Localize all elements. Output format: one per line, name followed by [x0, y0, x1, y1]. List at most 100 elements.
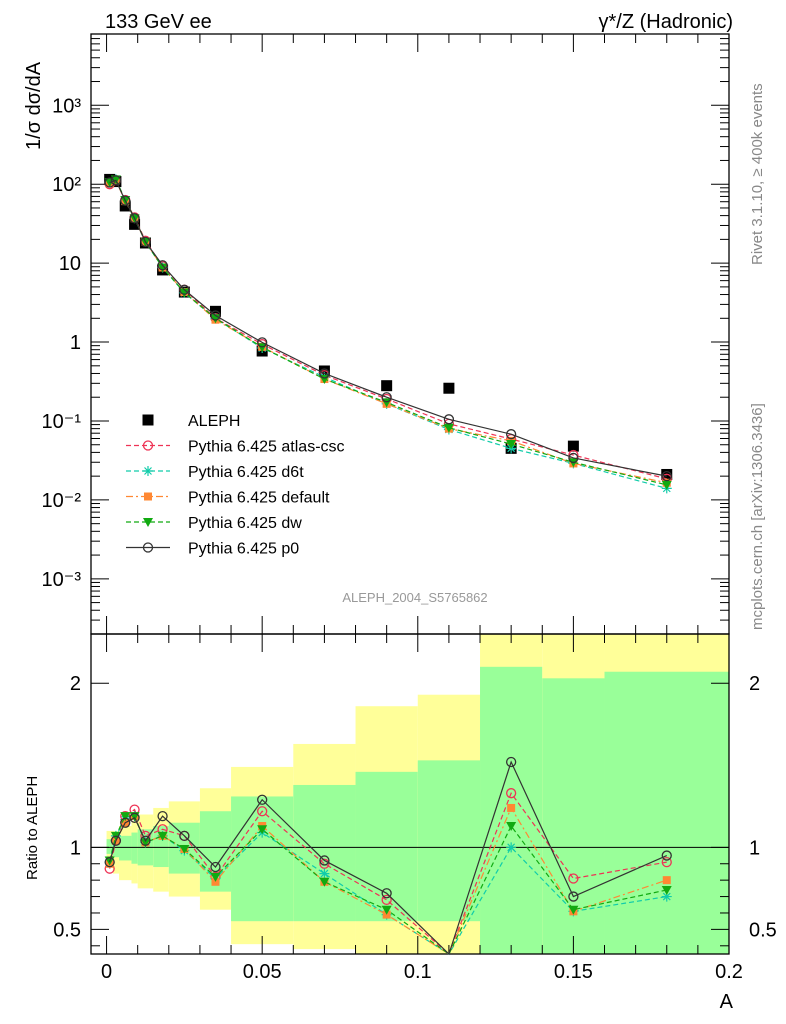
- marker-triangle: [120, 812, 131, 822]
- y-tick-label-main: 10⁻³: [42, 569, 82, 591]
- ratio-line-p0: [109, 760, 667, 956]
- marker-circle: [104, 856, 115, 868]
- ratio-point-p0: [257, 794, 268, 805]
- y-tick-label-main: 10³: [52, 95, 81, 117]
- marker-triangle: [179, 844, 190, 854]
- marker-circle: [140, 835, 151, 846]
- ratio-point-dw: [179, 844, 190, 854]
- marker-circle: [210, 310, 221, 321]
- ratio-point-p0: [505, 756, 517, 768]
- legend-label: Pythia 6.425 p0: [188, 541, 299, 558]
- x-tick-label: 0.2: [715, 961, 743, 983]
- x-tick-label: 0.1: [404, 961, 432, 983]
- marker-circle: [568, 891, 579, 902]
- marker-circle: [568, 452, 579, 464]
- ratio-point-p0: [110, 835, 122, 846]
- marker-circle: [568, 873, 579, 884]
- marker-circle: [157, 260, 168, 271]
- legend-label: Pythia 6.425 default: [188, 490, 330, 507]
- ratio-point-dw: [568, 905, 579, 915]
- marker-square: [507, 803, 516, 812]
- ratio-point-dw: [661, 886, 672, 895]
- analysis-label: ALEPH_2004_S5765862: [342, 590, 487, 605]
- inner-band-bin: [231, 796, 294, 922]
- inner-band-bin: [112, 839, 120, 858]
- marker-square: [381, 380, 393, 392]
- data-point-aleph: [119, 200, 131, 212]
- legend-entry-p0: Pythia 6.425 p0: [126, 541, 299, 558]
- marker-circle: [381, 888, 392, 899]
- marker-circle: [257, 794, 268, 805]
- inner-band-bin: [131, 832, 138, 864]
- ratio-plot-series: [104, 756, 672, 956]
- ratio-point-atlas_csc: [568, 873, 579, 884]
- legend-marker: [144, 492, 152, 501]
- marker-circle: [104, 177, 115, 188]
- series-p0: [104, 175, 672, 482]
- marker-triangle: [506, 440, 517, 450]
- y-tick-label-main: 10: [59, 253, 81, 275]
- inner-band-bin: [417, 760, 481, 922]
- legend-entry-atlas_csc: Pythia 6.425 atlas-csc: [126, 439, 345, 456]
- y-tick-label-ratio-right: 1: [749, 837, 760, 859]
- marker-triangle: [319, 877, 330, 887]
- legend-marker: [142, 414, 154, 426]
- data-point-aleph: [381, 380, 393, 392]
- legend-label: ALEPH: [188, 413, 240, 430]
- y-axis-title-ratio: Ratio to ALEPH: [24, 776, 41, 880]
- y-tick-label-ratio: 0.5: [53, 919, 81, 941]
- marker-circle: [443, 414, 455, 425]
- data-point-p0: [505, 429, 517, 440]
- ratio-plot-frame: [90, 633, 730, 955]
- ratio-point-dw: [157, 831, 168, 841]
- marker-triangle: [143, 518, 153, 527]
- marker-triangle: [157, 831, 168, 841]
- marker-circle: [381, 894, 392, 905]
- y-tick-label-main: 10⁻¹: [42, 411, 82, 433]
- marker-circle: [505, 756, 517, 768]
- y-tick-label-main: 1: [70, 332, 81, 354]
- marker-circle: [661, 470, 672, 482]
- marker-circle: [319, 858, 330, 869]
- y-tick-label-main: 10²: [52, 174, 81, 196]
- ratio-point-p0: [319, 855, 330, 866]
- marker-triangle: [443, 423, 454, 433]
- ratio-point-p0: [179, 830, 190, 841]
- data-point-aleph: [567, 440, 579, 452]
- data-point-aleph: [443, 382, 455, 394]
- source-label: mcplots.cern.ch [arXiv:1306.3436]: [749, 403, 766, 630]
- ratio-point-atlas_csc: [505, 788, 517, 799]
- legend-entry-default: Pythia 6.425 default: [126, 490, 330, 507]
- data-point-p0: [210, 310, 221, 321]
- marker-circle: [110, 175, 122, 186]
- ratio-point-p0: [568, 891, 579, 902]
- y-tick-label-ratio: 2: [70, 673, 81, 695]
- legend-marker: [142, 440, 154, 451]
- data-point-p0: [443, 414, 455, 425]
- data-point-p0: [140, 236, 151, 248]
- ratio-point-default: [507, 803, 516, 812]
- ratio-point-p0: [104, 856, 115, 868]
- ratio-series-p0: [104, 756, 672, 956]
- axes: 10⁻³ 10⁻² 10⁻¹ 1 10 10² 10³ 0.5 0.5 1 1 2 2 0 0.05 0.1 0…: [42, 33, 777, 983]
- legend-label: Pythia 6.425 atlas-csc: [188, 439, 345, 456]
- inner-band-bin: [293, 784, 356, 922]
- marker-circle: [319, 855, 330, 866]
- data-point-dw: [179, 288, 190, 298]
- data-point-dw: [157, 263, 168, 273]
- data-point-p0: [129, 213, 140, 224]
- ratio-point-d6t: [661, 891, 672, 902]
- marker-star: [506, 842, 517, 853]
- marker-circle: [179, 284, 190, 295]
- ratio-point-p0: [140, 835, 151, 846]
- marker-circle: [157, 811, 168, 822]
- marker-circle: [110, 835, 122, 846]
- data-point-p0: [661, 470, 672, 482]
- marker-triangle: [568, 905, 579, 915]
- x-tick-label: 0: [101, 961, 112, 983]
- data-point-p0: [257, 337, 268, 348]
- marker-square: [567, 440, 579, 452]
- marker-square: [443, 382, 455, 394]
- marker-square: [142, 414, 154, 426]
- marker-circle: [210, 861, 221, 873]
